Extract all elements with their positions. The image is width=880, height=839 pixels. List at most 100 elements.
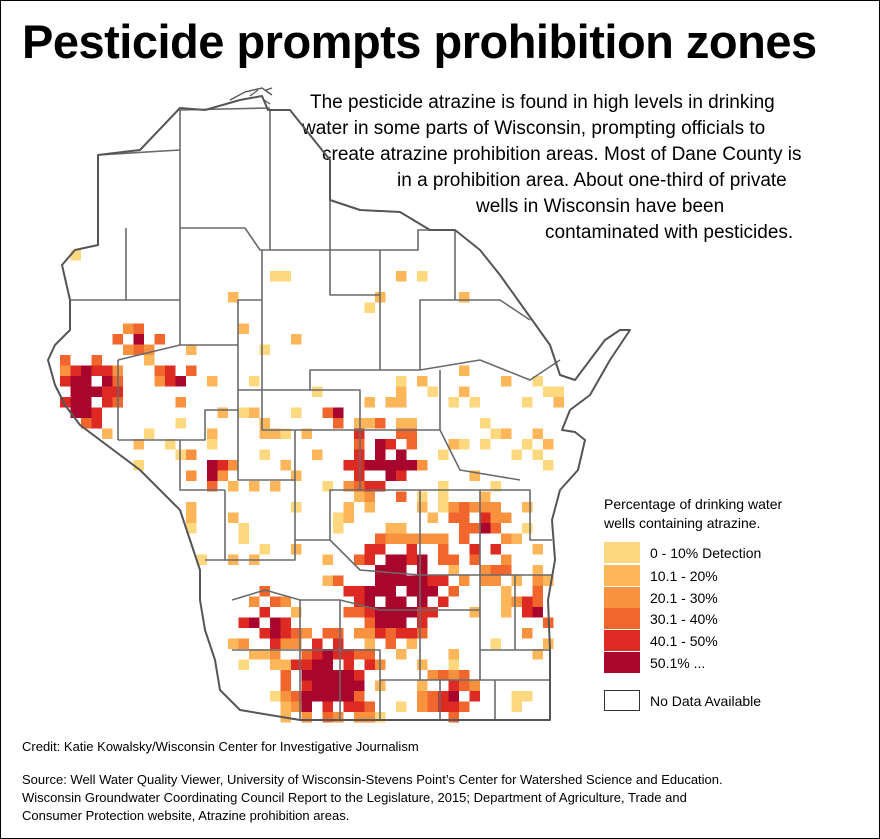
grid-cell	[406, 575, 417, 586]
grid-cell	[522, 397, 533, 408]
grid-cell	[196, 554, 207, 565]
grid-cell	[438, 449, 449, 460]
grid-cell	[312, 638, 323, 649]
grid-cell	[459, 680, 470, 691]
grid-cell	[480, 439, 491, 450]
grid-cell	[396, 596, 407, 607]
grid-cell	[396, 491, 407, 502]
grid-cell	[375, 575, 386, 586]
grid-cell	[480, 523, 491, 534]
grid-cell	[333, 649, 344, 660]
grid-cell	[280, 628, 291, 639]
grid-cell	[469, 502, 480, 513]
county-line	[419, 359, 561, 381]
grid-cell	[343, 659, 354, 670]
grid-cell	[186, 365, 197, 376]
grid-cell	[385, 460, 396, 471]
grid-cell	[259, 607, 270, 618]
grid-cell	[417, 575, 428, 586]
grid-cell	[301, 659, 312, 670]
grid-cell	[417, 460, 428, 471]
grid-cell	[154, 365, 165, 376]
grid-cell	[354, 680, 365, 691]
grid-cell	[354, 712, 365, 723]
grid-cell	[490, 502, 501, 513]
legend-swatch	[604, 542, 640, 563]
grid-cell	[207, 439, 218, 450]
grid-cell	[81, 365, 92, 376]
grid-cell	[186, 512, 197, 523]
grid-cell	[228, 638, 239, 649]
grid-cell	[207, 460, 218, 471]
grid-cell	[259, 586, 270, 597]
grid-cell	[448, 712, 459, 723]
grid-cell	[322, 691, 333, 702]
county-line	[439, 429, 521, 481]
grid-cell	[364, 628, 375, 639]
grid-cell	[501, 554, 512, 565]
grid-cell	[396, 617, 407, 628]
grid-cell	[133, 323, 144, 334]
grid-cell	[301, 680, 312, 691]
legend-swatch	[604, 565, 640, 586]
grid-cell	[490, 512, 501, 523]
grid-cell	[375, 481, 386, 492]
grid-cell	[511, 449, 522, 460]
grid-cell	[238, 533, 249, 544]
grid-cell	[406, 544, 417, 555]
grid-cell	[364, 460, 375, 471]
grid-cell	[543, 575, 554, 586]
grid-cell	[438, 670, 449, 681]
grid-cell	[91, 407, 102, 418]
grid-cell	[385, 617, 396, 628]
grid-cell	[333, 638, 344, 649]
legend-swatch	[604, 652, 640, 673]
grid-cell	[322, 575, 333, 586]
county-line	[262, 369, 420, 391]
grid-cell	[217, 460, 228, 471]
grid-cell	[207, 470, 218, 481]
grid-cell	[333, 575, 344, 586]
legend-label: 30.1 - 40%	[650, 610, 718, 627]
county-line	[294, 430, 361, 541]
grid-cell	[322, 670, 333, 681]
grid-cell	[469, 544, 480, 555]
grid-cell	[333, 418, 344, 429]
source-line: Consumer Protection website, Atrazine pr…	[22, 808, 350, 823]
grid-cell	[364, 481, 375, 492]
grid-cell	[417, 586, 428, 597]
grid-cell	[396, 554, 407, 565]
intro-line: The pesticide atrazine is found in high …	[310, 92, 775, 113]
grid-cell	[480, 565, 491, 576]
county-line	[237, 300, 263, 391]
grid-cell	[133, 439, 144, 450]
grid-cell	[417, 659, 428, 670]
grid-cell	[322, 649, 333, 660]
grid-cell	[270, 596, 281, 607]
grid-cell	[522, 628, 533, 639]
grid-cell	[501, 607, 512, 618]
grid-cell	[291, 659, 302, 670]
grid-cell	[469, 680, 480, 691]
grid-cell	[501, 376, 512, 387]
grid-cell	[238, 523, 249, 534]
well-grid-cells	[60, 250, 564, 723]
grid-cell	[396, 460, 407, 471]
grid-cell	[81, 386, 92, 397]
grid-cell	[375, 439, 386, 450]
intro-text: The pesticide atrazine is found in high …	[300, 90, 840, 246]
intro-line: wells in Wisconsin have been	[476, 196, 725, 217]
grid-cell	[70, 365, 81, 376]
grid-cell	[249, 376, 260, 387]
grid-cell	[322, 554, 333, 565]
grid-cell	[354, 607, 365, 618]
county-line	[232, 649, 301, 720]
grid-cell	[259, 649, 270, 660]
source-line: Wisconsin Groundwater Coordinating Counc…	[22, 790, 687, 805]
grid-cell	[417, 533, 428, 544]
grid-cell	[511, 533, 522, 544]
grid-cell	[238, 323, 249, 334]
grid-cell	[91, 386, 102, 397]
legend-label: 20.1 - 30%	[650, 589, 718, 606]
grid-cell	[91, 355, 102, 366]
